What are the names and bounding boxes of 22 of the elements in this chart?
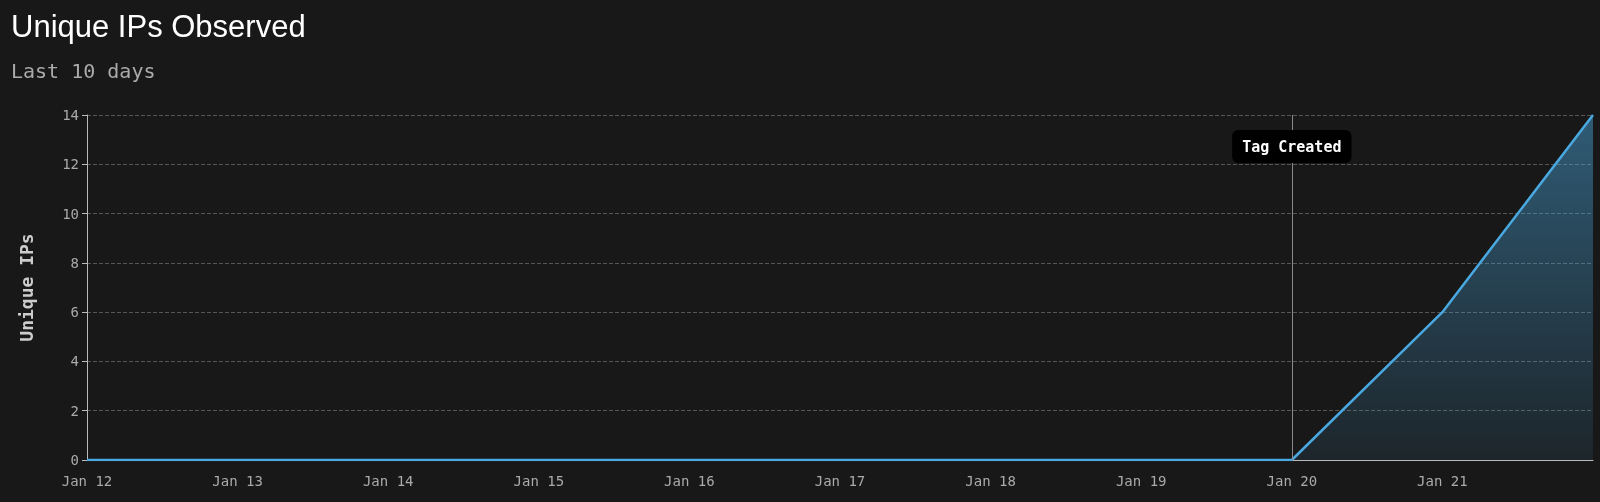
y-tick-label: 4: [70, 353, 79, 370]
x-tick-label: Jan 13: [212, 473, 263, 489]
x-tick-label: Jan 12: [61, 473, 113, 489]
x-tick-label: Jan 21: [1417, 473, 1468, 489]
y-tick-label: 2: [70, 402, 79, 419]
x-tick-label: Jan 19: [1115, 473, 1167, 489]
x-tick-label: Jan 14: [362, 473, 414, 489]
ref-line-label: Tag Created: [1242, 137, 1342, 156]
y-axis-title: Unique IPs: [15, 233, 37, 342]
x-tick-label: Jan 15: [513, 473, 565, 489]
x-tick-label: Jan 18: [965, 473, 1016, 489]
chart-title: Unique IPs Observed: [11, 9, 306, 44]
chart-subtitle: Last 10 days: [11, 59, 156, 83]
y-tick-label: 6: [70, 304, 79, 321]
x-tick-label: Jan 20: [1266, 473, 1318, 489]
y-tick-label: 0: [70, 452, 79, 468]
x-tick-label: Jan 16: [664, 473, 715, 489]
y-tick-label: 10: [62, 205, 79, 222]
x-tick-label: Jan 17: [814, 473, 866, 489]
y-tick-label: 8: [70, 254, 79, 271]
y-tick-label: 12: [62, 156, 79, 173]
y-tick-label: 14: [62, 107, 79, 123]
